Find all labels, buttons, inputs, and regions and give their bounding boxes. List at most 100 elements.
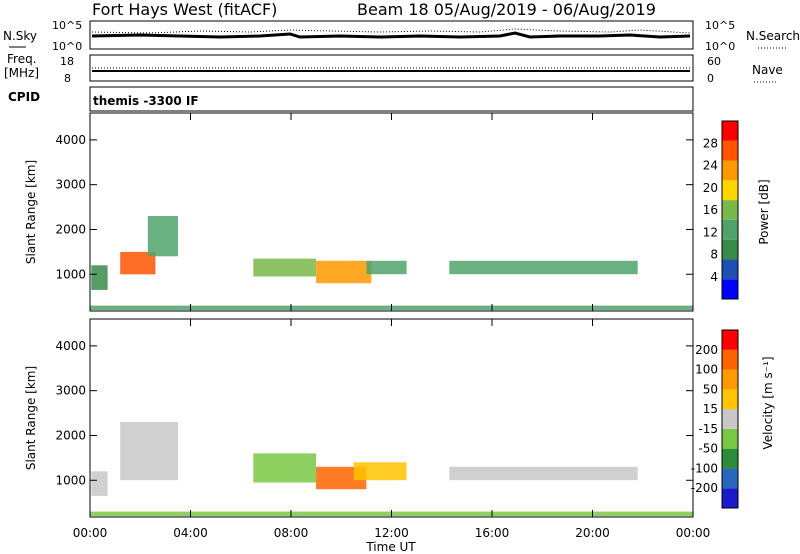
nave-label: Nave	[752, 63, 783, 77]
velocity-patch-5	[449, 466, 638, 481]
power-colorbar-swatch-6	[722, 160, 738, 181]
power-colorbar: 28 24 20 16 12 8 4	[703, 120, 739, 300]
power-colorbar-frame	[721, 120, 739, 300]
cpid-frame	[89, 86, 694, 112]
freq-frame	[89, 54, 694, 82]
velocity-colorbar-tick-5: -50	[698, 442, 718, 456]
velocity-patch-2	[253, 453, 317, 483]
station-title: Fort Hays West (fitACF)	[92, 0, 277, 19]
power-colorbar-tick-5: 8	[710, 248, 718, 262]
cpid-value: themis -3300 IF	[93, 94, 199, 108]
velocity-colorbar-swatch-8	[722, 330, 738, 350]
freq-label-1: Freq.	[7, 52, 37, 66]
time-x-axis: 00:00 04:00 08:00 12:00 16:00 20:00 00:00	[73, 526, 711, 540]
power-patch-4	[316, 260, 372, 284]
power-patch-0	[120, 251, 156, 275]
nave-tick-top: 60	[707, 55, 721, 68]
velocity-frame	[89, 318, 694, 518]
power-colorbar-swatch-5	[722, 180, 738, 201]
power-ytick-label-0: 4000	[55, 133, 86, 147]
freq-tick-top: 18	[60, 55, 74, 68]
freq-label-2: [MHz]	[4, 66, 39, 80]
power-patch-3	[253, 258, 317, 277]
power-colorbar-tick-6: 4	[710, 270, 718, 284]
beam-date-title: Beam 18 05/Aug/2019 - 06/Aug/2019	[357, 0, 656, 19]
time-xtick-label-2: 08:00	[274, 526, 309, 540]
velocity-colorbar-tick-6: -100	[691, 461, 718, 475]
power-colorbar-tick-3: 16	[703, 203, 718, 217]
cpid-label: CPID	[8, 90, 40, 104]
velocity-colorbar-tick-0: 200	[695, 343, 718, 357]
velocity-colorbar-tick-4: -15	[698, 422, 718, 436]
velocity-colorbar-tick-7: -200	[691, 481, 718, 495]
time-xtick-label-5: 20:00	[575, 526, 610, 540]
power-colorbar-swatch-0	[722, 279, 738, 299]
velocity-colorbar-swatch-1	[722, 468, 738, 489]
power-patch-2	[91, 265, 108, 290]
time-xtick-label-6: 00:00	[676, 526, 711, 540]
velocity-colorbar-label: Velocity [m s⁻¹]	[761, 356, 775, 449]
power-patch-6	[449, 260, 638, 275]
power-colorbar-swatch-8	[722, 121, 738, 141]
velocity-ylabel: Slant Range [km]	[24, 366, 38, 470]
nsky-tick-bottom: 10^0	[52, 40, 82, 53]
power-colorbar-swatch-4	[722, 200, 738, 220]
power-colorbar-swatch-2	[722, 239, 738, 260]
nsky-panel: N.Sky 10^5 10^0 10^5 10^0 N.Search	[3, 19, 800, 53]
power-colorbar-swatch-3	[722, 219, 738, 240]
velocity-colorbar: 200 100 50 15 -15 -50 -100 -200	[691, 329, 739, 509]
power-colorbar-tick-1: 24	[703, 159, 718, 173]
power-marks	[90, 216, 693, 311]
velocity-colorbar-tick-2: 50	[703, 382, 718, 396]
freq-panel: Freq. [MHz] 18 8 60 0 Nave	[4, 52, 783, 85]
nsky-label: N.Sky	[3, 29, 37, 43]
nsearch-label: N.Search	[746, 29, 800, 43]
velocity-colorbar-frame	[721, 329, 739, 509]
nave-tick-bottom: 0	[707, 72, 714, 85]
power-colorbar-label: Power [dB]	[757, 179, 771, 244]
power-y-axis: 4000 3000 2000 1000	[55, 113, 694, 311]
power-ytick-label-1: 3000	[55, 178, 86, 192]
power-colorbar-tick-2: 20	[703, 181, 718, 195]
power-colorbar-swatch-7	[722, 140, 738, 161]
velocity-ytick-label-2: 2000	[55, 428, 86, 442]
cpid-panel: CPID themis -3300 IF	[8, 86, 694, 112]
velocity-patch-0	[91, 471, 108, 496]
velocity-colorbar-tick-3: 15	[703, 402, 718, 416]
velocity-patch-1	[120, 422, 178, 481]
velocity-ytick-label-0: 4000	[55, 339, 86, 353]
nsearch-tick-bottom: 10^0	[705, 40, 735, 53]
time-xtick-label-0: 00:00	[73, 526, 108, 540]
time-xtick-label-3: 12:00	[374, 526, 409, 540]
time-xtick-label-1: 04:00	[173, 526, 208, 540]
time-xtick-label-4: 16:00	[475, 526, 510, 540]
power-colorbar-tick-0: 28	[703, 136, 718, 150]
power-patch-1	[147, 216, 178, 257]
velocity-marks	[90, 422, 693, 517]
power-colorbar-swatch-1	[722, 259, 738, 280]
nsearch-tick-top: 10^5	[705, 19, 735, 32]
power-frame	[89, 112, 694, 312]
nsky-tick-top: 10^5	[52, 19, 82, 32]
power-colorbar-tick-4: 12	[703, 225, 718, 239]
power-patch-5	[366, 260, 407, 275]
power-panel: 4000 3000 2000 1000 Slant Range [km] 28 24 20…	[24, 112, 771, 312]
velocity-y-axis: 4000 3000 2000 1000	[55, 319, 694, 517]
nsky-trace	[91, 31, 691, 39]
freq-tick-bottom: 8	[64, 72, 71, 85]
velocity-patch-4	[353, 462, 407, 481]
velocity-ytick-label-1: 3000	[55, 384, 86, 398]
velocity-colorbar-swatch-6	[722, 369, 738, 390]
velocity-colorbar-swatch-0	[722, 488, 738, 508]
velocity-panel: 4000 3000 2000 1000 Slant Range [km] 200 100…	[24, 318, 775, 554]
velocity-colorbar-swatch-7	[722, 349, 738, 370]
power-ytick-label-2: 2000	[55, 222, 86, 236]
nsearch-trace	[91, 28, 691, 34]
velocity-colorbar-swatch-4	[722, 409, 738, 429]
power-ytick-label-3: 1000	[55, 267, 86, 281]
time-xlabel: Time UT	[365, 540, 416, 554]
power-ylabel: Slant Range [km]	[24, 160, 38, 264]
velocity-colorbar-tick-1: 100	[695, 363, 718, 377]
velocity-colorbar-swatch-2	[722, 448, 738, 469]
